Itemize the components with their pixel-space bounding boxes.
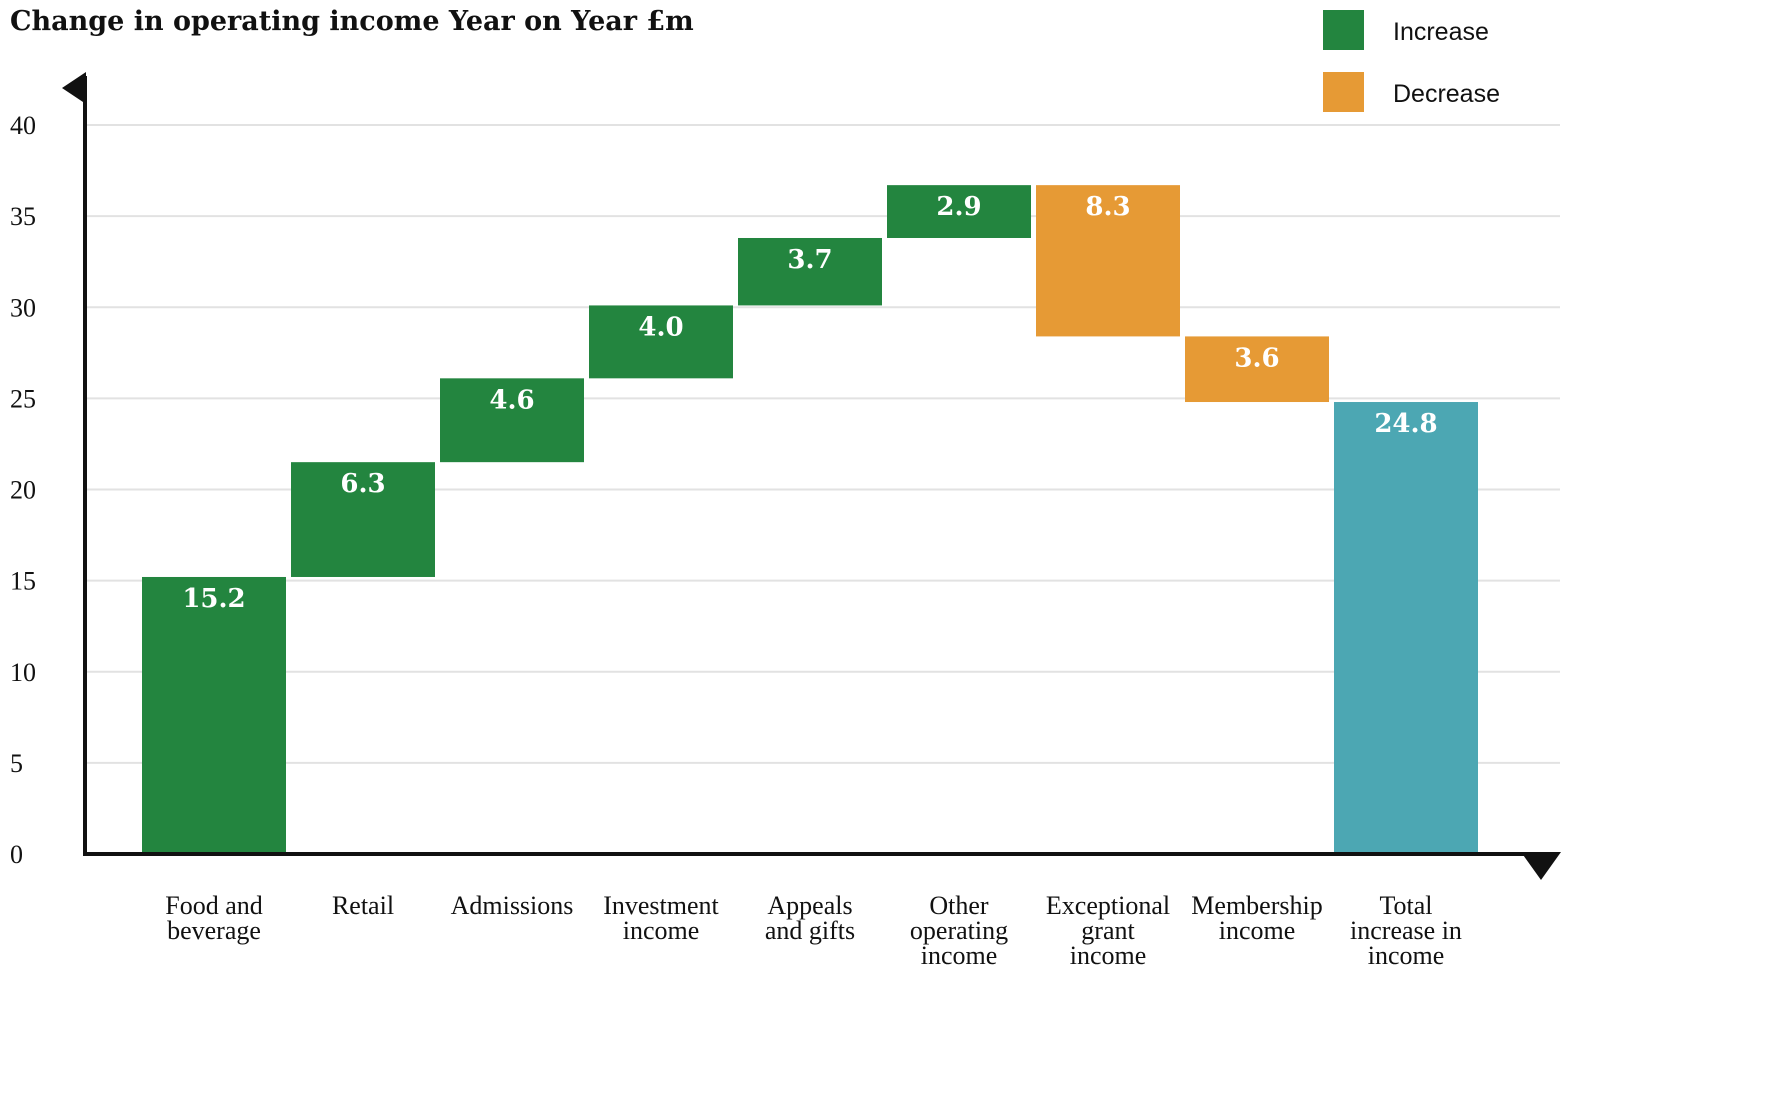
bar-increase <box>738 237 882 306</box>
bar-increase <box>440 378 584 463</box>
x-tick-label: Admissions <box>451 891 574 920</box>
x-tick-label: Total increase in income <box>1350 891 1462 970</box>
x-tick-label: Food and beverage <box>165 891 263 945</box>
x-tick-label-line: operating <box>910 916 1008 945</box>
data-label: 3.6 <box>1234 343 1279 373</box>
y-axis-arrow-icon <box>62 72 86 104</box>
x-tick-label-line: Membership <box>1191 891 1322 920</box>
x-tick-label-line: Total <box>1379 891 1432 920</box>
chart-title: Change in operating income Year on Year … <box>10 6 694 37</box>
bar-total <box>1334 402 1478 854</box>
x-tick-label-line: income <box>1219 916 1296 945</box>
x-tick-label-line: Food and <box>165 891 263 920</box>
bar-increase <box>142 576 286 854</box>
y-tick-label: 15 <box>10 567 36 596</box>
y-tick-label: 5 <box>10 749 23 778</box>
data-label: 2.9 <box>936 192 981 222</box>
y-tick-label: 35 <box>10 202 36 231</box>
y-tick-label: 40 <box>10 111 36 140</box>
y-tick-label: 0 <box>10 840 23 869</box>
bar-increase <box>589 305 733 379</box>
x-tick-label-line: Appeals <box>767 891 852 920</box>
y-tick-label: 20 <box>10 476 36 505</box>
data-label: 15.2 <box>182 584 245 614</box>
data-label: 4.0 <box>638 312 683 342</box>
y-tick-label: 30 <box>10 293 36 322</box>
x-tick-label-line: and gifts <box>765 916 855 945</box>
x-tick-label-line: increase in <box>1350 916 1462 945</box>
x-tick-label-line: income <box>1368 941 1445 970</box>
x-tick-label-line: beverage <box>167 916 261 945</box>
x-axis-arrow-icon <box>1521 852 1561 880</box>
x-tick-label: Exceptional grant income <box>1046 891 1170 970</box>
data-label: 24.8 <box>1374 409 1437 439</box>
x-tick-label-line: Investment <box>603 891 719 920</box>
x-tick-label: Investment income <box>603 891 719 945</box>
bar-decrease <box>1185 336 1329 403</box>
x-tick-label-line: Retail <box>332 891 394 920</box>
axes: 0 5 10 15 20 25 30 35 40 Food and beverage Retail Ad… <box>10 72 1561 970</box>
x-tick-label: Retail <box>332 891 394 920</box>
x-tick-label-line: income <box>623 916 700 945</box>
x-tick-label-line: income <box>1070 941 1147 970</box>
x-tick-label-line: Admissions <box>451 891 574 920</box>
data-label: 8.3 <box>1085 192 1130 222</box>
x-tick-label-line: Other <box>929 891 989 920</box>
x-tick-label-line: Exceptional <box>1046 891 1170 920</box>
x-tick-label: Other operating income <box>910 891 1008 970</box>
y-tick-label: 25 <box>10 384 36 413</box>
legend-label: Increase <box>1393 18 1489 46</box>
x-tick-label-line: income <box>921 941 998 970</box>
x-tick-label-line: grant <box>1081 916 1135 945</box>
bars: 15.2 6.3 4.6 4.0 3.7 2.9 8.3 3.6 24.8 <box>142 185 1478 854</box>
y-tick-label: 10 <box>10 658 36 687</box>
bar-decrease <box>1036 185 1180 337</box>
x-tick-label: Membership income <box>1191 891 1322 945</box>
bar-increase <box>291 462 435 577</box>
legend-swatch <box>1323 72 1364 112</box>
data-label: 4.6 <box>489 385 534 415</box>
legend-label: Decrease <box>1393 80 1500 108</box>
legend: Increase Decrease <box>1323 10 1500 112</box>
x-tick-label: Appeals and gifts <box>765 891 855 945</box>
data-label: 6.3 <box>340 469 385 499</box>
legend-swatch <box>1323 10 1364 50</box>
data-label: 3.7 <box>787 245 832 275</box>
bar-increase <box>887 185 1031 238</box>
